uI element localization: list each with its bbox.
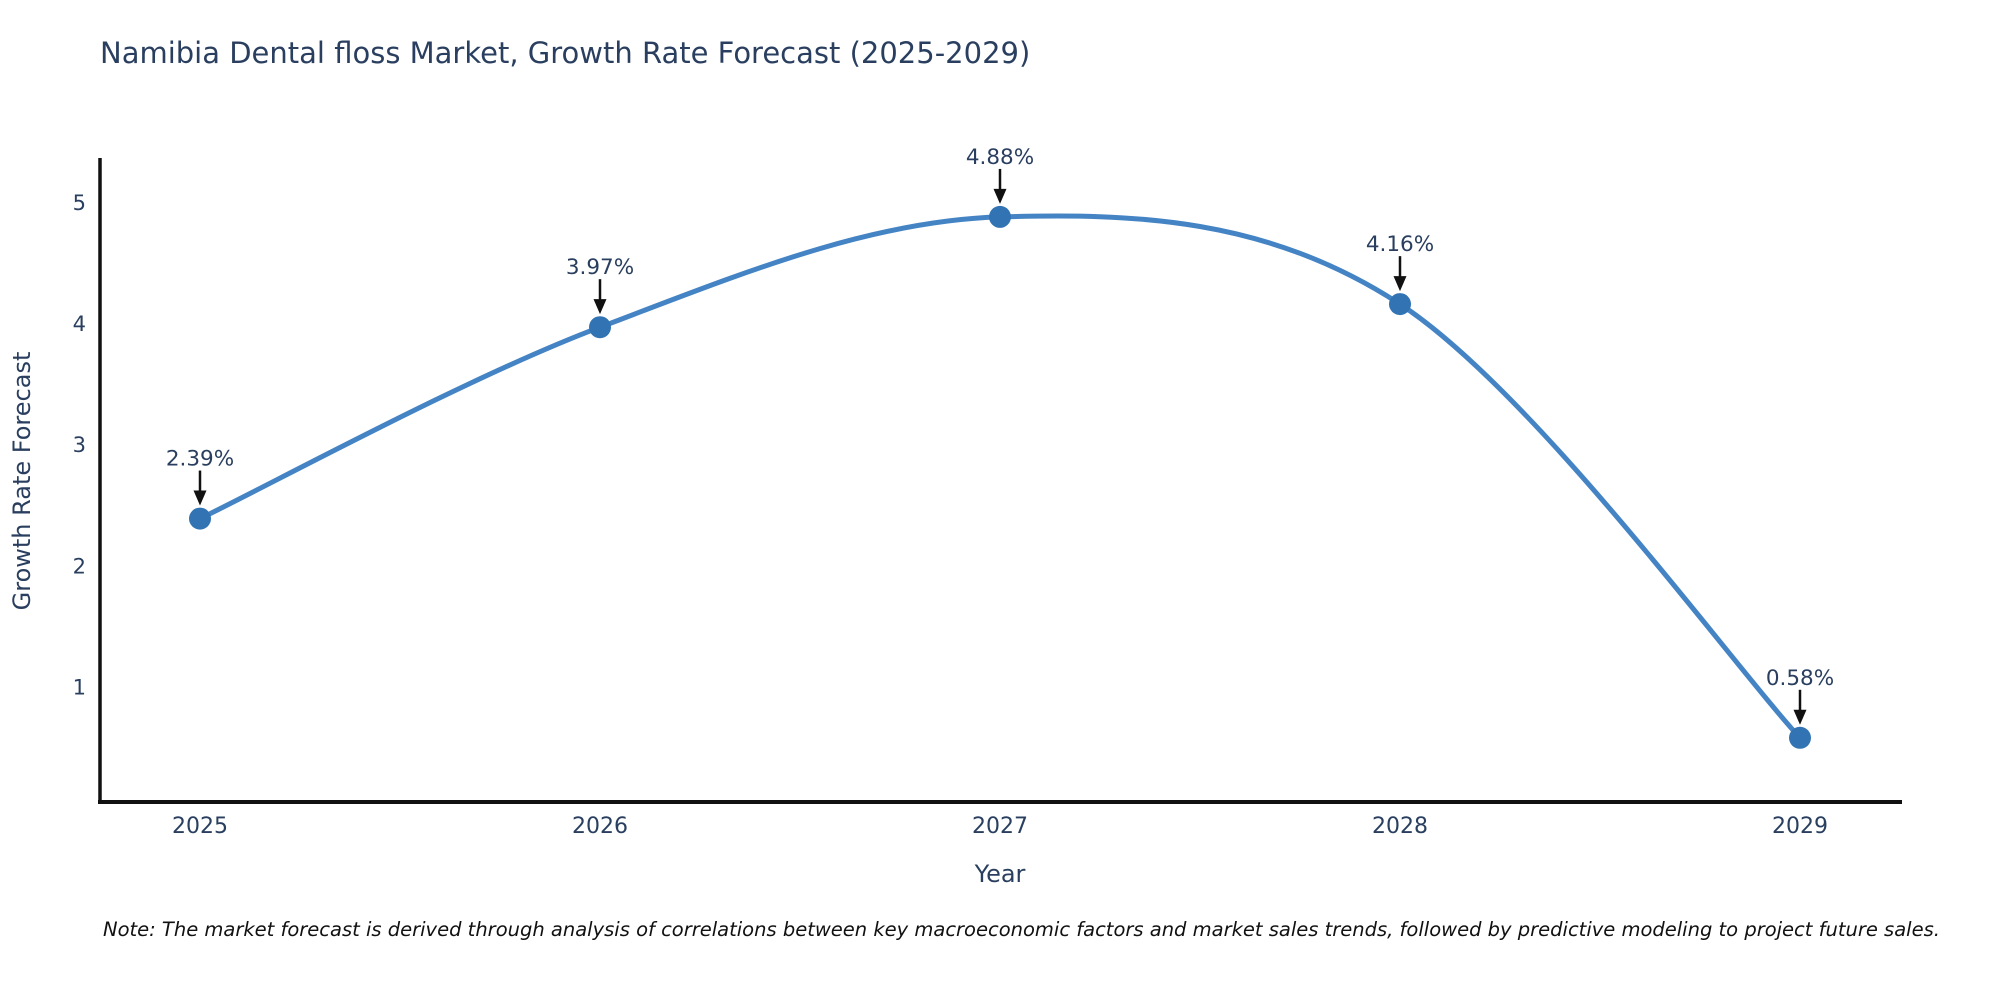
x-tick-label: 2026	[572, 814, 628, 839]
y-tick-label: 1	[73, 675, 86, 699]
forecast-line	[197, 213, 1803, 741]
data-point-marker	[1389, 293, 1411, 316]
data-point-label: 3.97%	[566, 255, 634, 280]
y-tick-label: 4	[73, 312, 86, 336]
x-tick-label: 2029	[1772, 814, 1828, 839]
y-tick-label: 3	[73, 433, 86, 457]
annotation-arrow-head	[1393, 276, 1407, 292]
data-point-label: 0.58%	[1766, 666, 1834, 691]
data-point-label: 4.88%	[966, 145, 1034, 170]
y-tick-label: 2	[73, 554, 86, 578]
data-point-marker	[589, 316, 611, 339]
x-axis-title: Year	[974, 860, 1026, 888]
x-tick-label: 2027	[972, 814, 1028, 839]
y-tick-label: 5	[73, 191, 86, 215]
annotation-arrow-head	[1793, 709, 1807, 725]
annotation-arrow-head	[993, 188, 1007, 204]
y-axis-title: Growth Rate Forecast	[8, 352, 36, 611]
annotation-arrow-head	[193, 490, 207, 506]
data-point-label: 2.39%	[166, 447, 234, 472]
x-tick-label: 2025	[172, 814, 228, 839]
data-point-marker	[189, 507, 211, 530]
data-point-marker	[1789, 726, 1811, 749]
annotation-arrow-head	[593, 299, 607, 315]
chart-title: Namibia Dental floss Market, Growth Rate…	[100, 36, 1031, 70]
x-tick-label: 2028	[1372, 814, 1428, 839]
data-point-marker	[989, 205, 1011, 228]
chart-footnote: Note: The market forecast is derived thr…	[103, 918, 1940, 941]
data-point-label: 4.16%	[1366, 232, 1434, 257]
